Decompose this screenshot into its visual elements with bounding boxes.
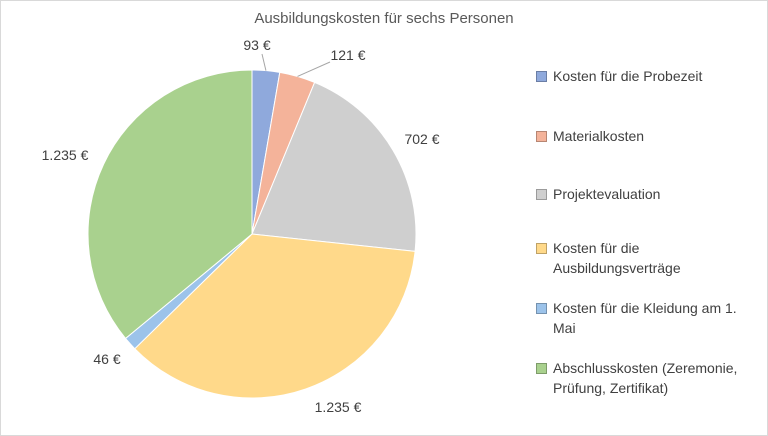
data-label-1: 93 €: [243, 37, 270, 53]
legend-swatch: [536, 189, 547, 200]
legend-swatch: [536, 243, 547, 254]
legend-label: Kosten für die Ausbildungsverträge: [553, 240, 681, 276]
pie-slice-6: [87, 69, 253, 340]
legend-label: Kosten für die Kleidung am 1. Mai: [553, 300, 737, 336]
legend-swatch: [536, 131, 547, 142]
pie-slice-4: [134, 233, 416, 399]
chart-title: Ausbildungskosten für sechs Personen: [254, 10, 514, 27]
data-label-5: 46 €: [93, 351, 120, 367]
pie-slice-3: [251, 81, 417, 252]
legend-label: Projektevaluation: [553, 186, 661, 202]
legend-item-3: Projektevaluation: [536, 184, 660, 204]
legend-item-2: Materialkosten: [536, 126, 644, 146]
data-label-4: 1.235 €: [315, 399, 362, 415]
leader-line-1: [261, 53, 267, 71]
legend-label: Kosten für die Probezeit: [553, 68, 703, 84]
legend-label: Materialkosten: [553, 128, 645, 144]
legend-swatch: [536, 363, 547, 374]
legend-item-1: Kosten für die Probezeit: [536, 66, 702, 86]
legend-label: Abschlusskosten (Zeremonie, Prüfung, Zert…: [553, 360, 738, 396]
legend-item-4: Kosten für die Ausbildungsverträge: [536, 238, 681, 278]
data-label-2: 121 €: [330, 47, 365, 63]
legend-item-5: Kosten für die Kleidung am 1. Mai: [536, 298, 737, 338]
legend-item-6: Abschlusskosten (Zeremonie, Prüfung, Zert…: [536, 358, 737, 398]
data-label-6: 1.235 €: [42, 147, 89, 163]
legend-swatch: [536, 303, 547, 314]
leader-line-2: [297, 61, 331, 77]
data-label-3: 702 €: [404, 131, 439, 147]
legend-swatch: [536, 71, 547, 82]
